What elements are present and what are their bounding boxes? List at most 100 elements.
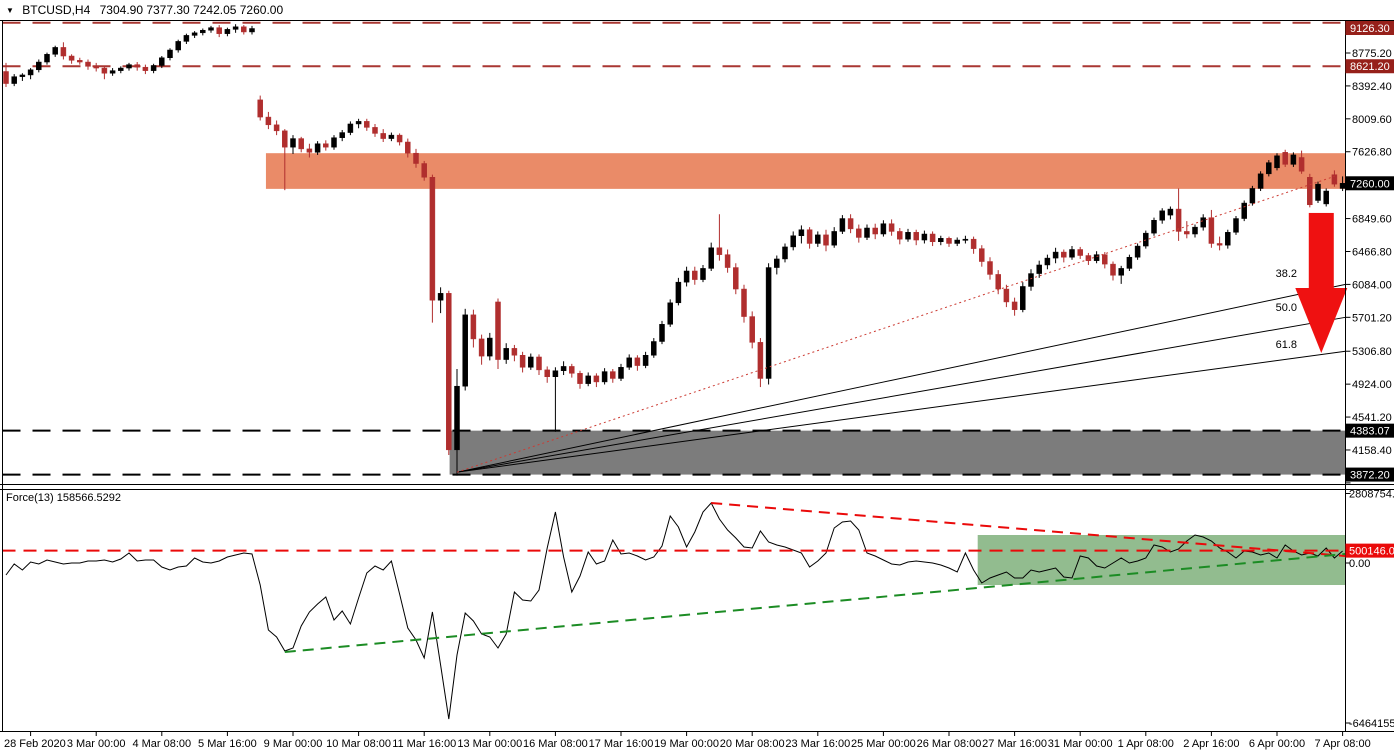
candle [126,64,132,69]
candle [1003,288,1010,303]
down-arrow-annotation[interactable] [1295,212,1348,354]
consolidation-box[interactable] [977,535,1346,586]
candle [692,270,698,280]
candle [585,375,591,384]
fib-label: 50.0 [1276,302,1297,314]
price-axis-label: 4158.40 [1352,445,1392,457]
price-level-badge-text: 3872.20 [1350,470,1390,482]
candle [347,123,354,133]
chart-title: ▼ BTCUSD,H4 7304.90 7377.30 7242.05 7260… [6,3,283,17]
time-axis-label: 3 Mar 00:00 [67,738,126,750]
candle [314,143,321,153]
candle [1069,249,1075,258]
candle [651,341,657,356]
supply-zone-rect[interactable] [265,153,1346,189]
candle [241,26,247,33]
demand-zone-rect[interactable] [449,430,1346,475]
force-index-line [5,502,1343,720]
candle [741,288,747,317]
candle [478,338,485,357]
candle [298,138,304,150]
time-axis-label: 5 Mar 16:00 [198,738,257,750]
candle [569,366,575,374]
candle [183,35,190,42]
candlesticks-layer [3,24,1346,476]
candle [519,355,526,368]
candle [970,238,977,249]
ohlc-readout: 7304.90 7377.30 7242.05 7260.00 [99,3,284,17]
force-upper-trendline[interactable] [711,502,1346,557]
candle [118,67,124,71]
candle [85,61,91,67]
candle [1093,254,1100,261]
candle [487,337,493,357]
candle [372,127,378,134]
time-axis-label: 20 Mar 08:00 [720,738,785,750]
candle [962,238,969,241]
candle [806,229,813,244]
candle [1143,232,1149,247]
candle [774,258,780,268]
symbol-dropdown-icon[interactable]: ▼ [6,6,14,15]
candle [1077,249,1083,256]
dotted-trendline[interactable] [456,175,1335,473]
candle [396,134,403,143]
time-axis-label: 7 Apr 08:00 [1314,738,1370,750]
candle [1118,268,1124,276]
candle [864,227,870,238]
candle [249,28,255,33]
time-axis-label: 10 Mar 08:00 [326,738,391,750]
candle [954,239,960,244]
candle [544,369,550,377]
candle [700,268,706,280]
candle [142,66,149,71]
price-axis-label: 5701.20 [1352,312,1392,324]
candle [1110,263,1116,276]
candle [995,274,1001,290]
candle [610,371,616,379]
candle [823,234,829,246]
time-axis-label: 16 Mar 08:00 [523,738,588,750]
candle [642,355,649,366]
candle [511,348,518,356]
candle [897,231,903,240]
candle [601,371,608,383]
fib-fan-line[interactable] [456,350,1346,473]
time-axis-label: 17 Mar 16:00 [589,738,654,750]
candle [1184,231,1190,235]
fib-fan-line[interactable] [456,316,1346,473]
candle [1151,220,1157,234]
candle [593,375,600,383]
candle [1274,155,1280,169]
indicator-current-badge [1345,543,1394,558]
candle [1134,245,1141,258]
candle [265,116,272,126]
time-axis-label: 2 Apr 16:00 [1183,738,1239,750]
candle [913,232,919,241]
candle [208,27,214,31]
candle [1061,251,1067,258]
candle [429,177,436,301]
candle [413,152,419,164]
candle [1167,208,1174,216]
price-axis-label: 6084.00 [1352,279,1392,291]
candle [921,233,928,241]
indicator-axis-label: 2808754.4 [1349,488,1394,500]
candle [683,270,690,283]
candle [36,61,42,71]
candle [364,121,370,128]
force-lower-trendline[interactable] [284,552,1346,654]
fib-fan-line[interactable] [456,283,1346,473]
price-axis-label: 4541.20 [1352,412,1392,424]
time-axis-label: 31 Mar 00:00 [1048,738,1113,750]
candle [52,47,58,55]
fib-label: 61.8 [1276,339,1297,351]
candle [60,47,67,57]
candle [872,227,878,235]
candle [1298,157,1305,172]
candle [282,130,288,148]
candle [159,57,165,66]
candle [1159,210,1165,221]
